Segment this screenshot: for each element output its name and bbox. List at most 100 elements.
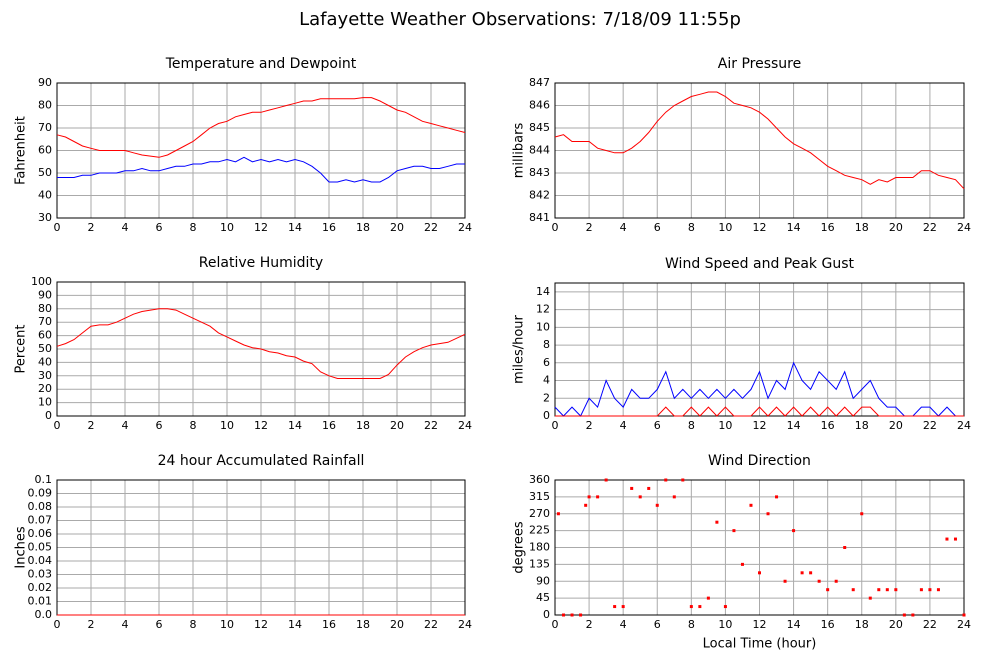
x-tick-label: 18: [356, 419, 370, 432]
panel-title: Air Pressure: [718, 56, 801, 72]
data-point: [749, 503, 753, 507]
main-title: Lafayette Weather Observations: 7/18/09 …: [299, 9, 741, 30]
x-tick-label: 2: [88, 618, 95, 631]
data-point: [834, 579, 838, 583]
y-tick-label: 847: [529, 76, 550, 89]
x-tick-label: 10: [718, 419, 732, 432]
panel-title: Wind Speed and Peak Gust: [665, 256, 854, 272]
data-point: [579, 613, 583, 617]
x-tick-label: 4: [122, 618, 129, 631]
x-tick-label: 12: [254, 221, 268, 234]
x-tick-label: 20: [889, 419, 903, 432]
plot-frame: [554, 479, 965, 616]
x-tick-label: 2: [586, 618, 593, 631]
x-tick-label: 8: [688, 618, 695, 631]
y-tick-label: 6: [543, 356, 550, 369]
x-tick-label: 16: [322, 419, 336, 432]
x-tick-label: 24: [957, 419, 971, 432]
y-tick-label: 100: [31, 275, 52, 288]
data-point: [826, 588, 830, 592]
data-point: [843, 546, 847, 549]
x-tick-label: 14: [787, 618, 801, 631]
x-tick-label: 8: [190, 419, 197, 432]
data-point: [851, 588, 855, 592]
x-tick-label: 18: [855, 618, 869, 631]
panel-title: Wind Direction: [708, 453, 811, 469]
y-tick-label: 0: [543, 608, 550, 621]
x-tick-label: 16: [322, 618, 336, 631]
data-point: [584, 503, 588, 507]
x-tick-label: 4: [620, 618, 627, 631]
y-tick-label: 270: [529, 507, 550, 520]
x-tick-label: 16: [821, 419, 835, 432]
y-tick-label: 0: [543, 409, 550, 422]
data-point: [596, 495, 600, 499]
x-tick-label: 22: [424, 419, 438, 432]
x-tick-label: 10: [718, 618, 732, 631]
data-point: [647, 486, 651, 490]
data-point: [885, 588, 889, 592]
y-tick-label: 90: [38, 76, 52, 89]
x-tick-label: 12: [753, 618, 767, 631]
data-point: [570, 613, 574, 617]
y-axis-label: Percent: [14, 325, 29, 374]
x-tick-label: 8: [190, 221, 197, 234]
y-tick-label: 842: [529, 189, 550, 202]
x-tick-label: 10: [220, 618, 234, 631]
y-tick-label: 4: [543, 374, 550, 387]
data-point: [775, 495, 779, 499]
x-axis-label: Local Time (hour): [703, 637, 817, 652]
x-tick-label: 8: [190, 618, 197, 631]
data-point: [655, 503, 659, 507]
panel-title: 24 hour Accumulated Rainfall: [158, 453, 365, 469]
y-axis-label: miles/hour: [512, 314, 527, 383]
plot-frame: [56, 281, 466, 417]
data-point: [604, 478, 608, 482]
x-tick-label: 22: [923, 618, 937, 631]
y-tick-label: 40: [38, 189, 52, 202]
data-point: [868, 596, 872, 600]
x-tick-label: 20: [390, 618, 404, 631]
x-tick-label: 4: [620, 221, 627, 234]
y-tick-label: 2: [543, 391, 550, 404]
x-tick-label: 14: [288, 221, 302, 234]
y-tick-label: 843: [529, 166, 550, 179]
y-axis-label: millibars: [512, 123, 527, 179]
data-point: [732, 529, 736, 533]
x-tick-label: 8: [688, 221, 695, 234]
data-point: [800, 571, 804, 575]
data-point: [638, 495, 642, 499]
x-tick-label: 16: [821, 618, 835, 631]
x-tick-label: 10: [718, 221, 732, 234]
data-point: [936, 588, 940, 592]
x-tick-label: 18: [855, 419, 869, 432]
y-tick-label: 0.1: [35, 473, 53, 486]
y-tick-label: 90: [536, 574, 550, 587]
data-point: [894, 588, 898, 592]
x-tick-label: 2: [586, 221, 593, 234]
y-tick-label: 60: [38, 144, 52, 157]
x-tick-label: 12: [753, 419, 767, 432]
x-tick-label: 8: [688, 419, 695, 432]
x-tick-label: 0: [552, 221, 559, 234]
plot-frame: [56, 82, 466, 219]
y-tick-label: 846: [529, 99, 550, 112]
data-line: [57, 156, 465, 183]
x-tick-label: 18: [855, 221, 869, 234]
data-point: [562, 613, 566, 617]
data-point: [766, 512, 770, 516]
x-tick-label: 14: [787, 419, 801, 432]
plot-frame: [554, 282, 965, 417]
data-point: [783, 579, 787, 583]
y-tick-label: 0.06: [28, 527, 53, 540]
y-tick-label: 180: [529, 541, 550, 554]
data-point: [792, 529, 796, 533]
data-point: [613, 605, 617, 609]
y-tick-label: 360: [529, 473, 550, 486]
y-tick-label: 14: [536, 285, 550, 298]
data-line: [56, 308, 466, 379]
data-point: [556, 512, 560, 516]
x-tick-label: 0: [552, 419, 559, 432]
plot-frame: [554, 82, 965, 219]
data-point: [945, 537, 949, 541]
